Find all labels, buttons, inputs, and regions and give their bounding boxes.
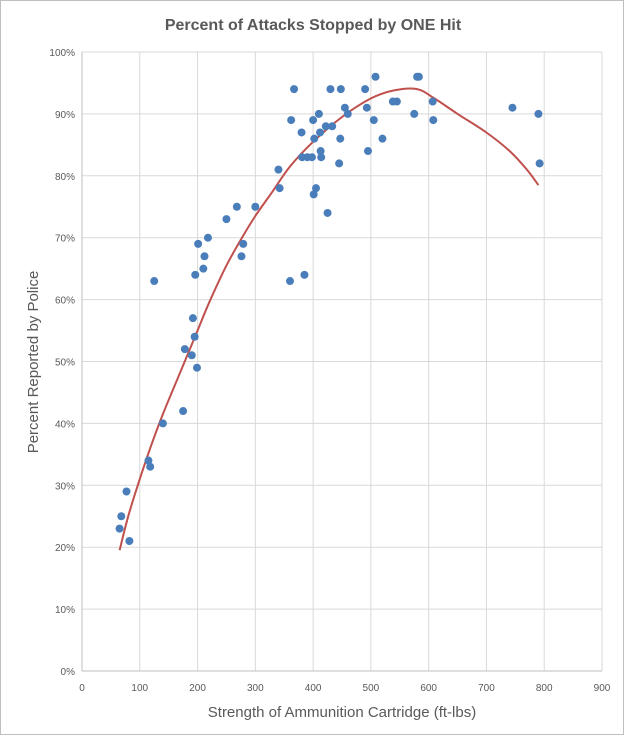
data-point <box>336 134 345 143</box>
data-point <box>369 116 378 125</box>
data-point <box>297 128 306 137</box>
data-point <box>179 407 188 416</box>
data-point <box>410 109 419 118</box>
x-tick-label: 900 <box>594 683 611 694</box>
data-point <box>371 72 380 81</box>
y-tick-label: 40% <box>55 419 75 430</box>
data-point <box>199 264 208 273</box>
x-tick-label: 800 <box>536 683 553 694</box>
y-tick-label: 100% <box>49 48 75 59</box>
data-point <box>316 147 325 156</box>
y-tick-labels: 0% 10% 20% 30% 40% 50% 60% 70% 80% 90% 100% <box>49 48 75 678</box>
data-point <box>312 184 320 193</box>
data-point <box>187 351 196 360</box>
data-point <box>336 85 345 94</box>
data-point <box>194 239 203 248</box>
y-tick-label: 10% <box>55 605 75 616</box>
data-point <box>343 109 352 118</box>
data-point <box>125 537 134 546</box>
data-point <box>150 277 159 286</box>
x-tick-label: 100 <box>131 683 148 694</box>
data-point <box>314 109 323 118</box>
data-point <box>534 109 543 118</box>
data-point <box>115 524 124 533</box>
y-tick-label: 0% <box>61 667 76 678</box>
data-point <box>286 277 294 286</box>
data-point <box>146 462 155 471</box>
data-point <box>392 97 401 106</box>
data-point <box>188 314 197 323</box>
data-point <box>321 122 330 131</box>
data-point <box>274 165 283 174</box>
data-point <box>362 103 371 112</box>
data-point <box>300 270 309 279</box>
data-point <box>414 72 423 81</box>
data-point <box>310 134 319 143</box>
y-tick-label: 80% <box>55 172 75 183</box>
data-point <box>117 512 126 521</box>
data-point <box>323 208 332 217</box>
data-point <box>158 419 167 428</box>
y-tick-label: 60% <box>55 296 75 307</box>
data-point <box>317 153 326 162</box>
gridlines <box>81 51 603 672</box>
data-point <box>144 456 153 465</box>
data-point <box>232 202 241 211</box>
data-point <box>307 153 316 162</box>
scatter-points <box>115 72 544 546</box>
x-axis-title: Strength of Ammunition Cartridge (ft-lbs… <box>208 704 476 721</box>
chart-title: Percent of Attacks Stopped by ONE Hit <box>165 17 462 34</box>
data-point <box>364 147 372 156</box>
data-point <box>239 239 248 248</box>
data-point <box>290 85 299 94</box>
data-point <box>222 215 231 224</box>
data-point <box>429 116 438 125</box>
data-point <box>122 487 131 496</box>
y-tick-label: 30% <box>55 481 75 492</box>
data-point <box>326 85 335 94</box>
y-tick-label: 50% <box>55 358 75 369</box>
x-tick-label: 700 <box>478 683 495 694</box>
data-point <box>287 116 296 125</box>
data-point <box>335 159 344 168</box>
data-point <box>340 103 349 112</box>
y-tick-label: 90% <box>55 110 75 121</box>
x-tick-label: 400 <box>305 683 322 694</box>
data-point <box>251 202 260 211</box>
data-point <box>535 159 544 168</box>
data-point <box>328 122 337 131</box>
data-point <box>309 116 318 125</box>
y-axis-title: Percent Reported by Police <box>25 271 42 454</box>
data-point <box>237 252 246 261</box>
data-point <box>191 270 200 279</box>
data-point <box>309 190 318 199</box>
data-point <box>190 332 199 341</box>
x-tick-label: 0 <box>79 683 85 694</box>
x-tick-label: 500 <box>363 683 380 694</box>
data-point <box>275 184 284 193</box>
data-point <box>428 97 437 106</box>
data-point <box>508 103 517 112</box>
y-tick-label: 20% <box>55 543 75 554</box>
data-point <box>378 134 387 143</box>
data-point <box>192 363 201 372</box>
data-point <box>200 252 209 261</box>
trend-line <box>118 87 540 551</box>
y-tick-label: 70% <box>55 234 75 245</box>
data-point <box>203 233 212 242</box>
x-tick-label: 200 <box>189 683 206 694</box>
x-tick-labels: 0 100 200 300 400 500 600 700 800 900 <box>79 683 611 694</box>
data-point <box>316 128 325 137</box>
data-point <box>180 345 189 354</box>
x-tick-label: 600 <box>420 683 437 694</box>
data-point <box>361 85 370 94</box>
x-tick-label: 300 <box>247 683 264 694</box>
